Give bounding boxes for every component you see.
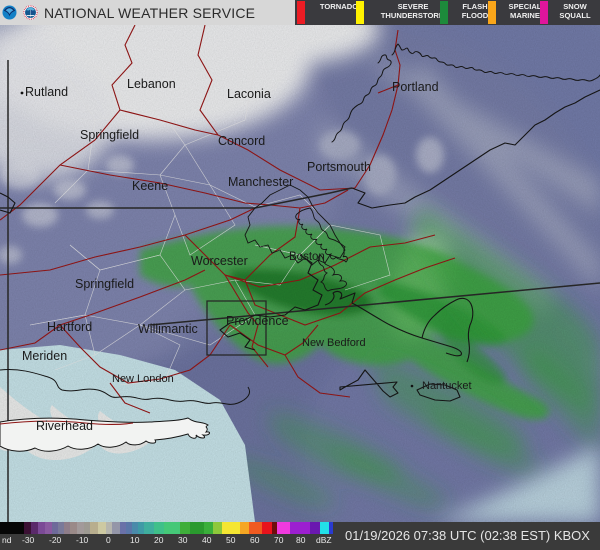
svg-text:Portland: Portland — [392, 80, 439, 94]
svg-text:Nantucket: Nantucket — [422, 380, 472, 392]
svg-text:Providence: Providence — [226, 314, 289, 328]
svg-text:New London: New London — [112, 373, 174, 385]
svg-text:New Bedford: New Bedford — [302, 337, 366, 349]
svg-text:Worcester: Worcester — [191, 254, 248, 268]
svg-text:Portsmouth: Portsmouth — [307, 160, 371, 174]
svg-text:Keene: Keene — [132, 179, 168, 193]
svg-text:Springfield: Springfield — [75, 277, 134, 291]
svg-text:Lebanon: Lebanon — [127, 77, 176, 91]
svg-text:Hartford: Hartford — [47, 320, 92, 334]
svg-text:Boston: Boston — [289, 251, 325, 263]
svg-text:Springfield: Springfield — [80, 128, 139, 142]
svg-text:Riverhead: Riverhead — [36, 419, 93, 433]
svg-text:Meriden: Meriden — [22, 349, 67, 363]
svg-text:Manchester: Manchester — [228, 175, 293, 189]
svg-text:Rutland: Rutland — [25, 85, 68, 99]
svg-text:Willimantic: Willimantic — [138, 322, 198, 336]
svg-text:Laconia: Laconia — [227, 87, 271, 101]
svg-text:Concord: Concord — [218, 134, 265, 148]
